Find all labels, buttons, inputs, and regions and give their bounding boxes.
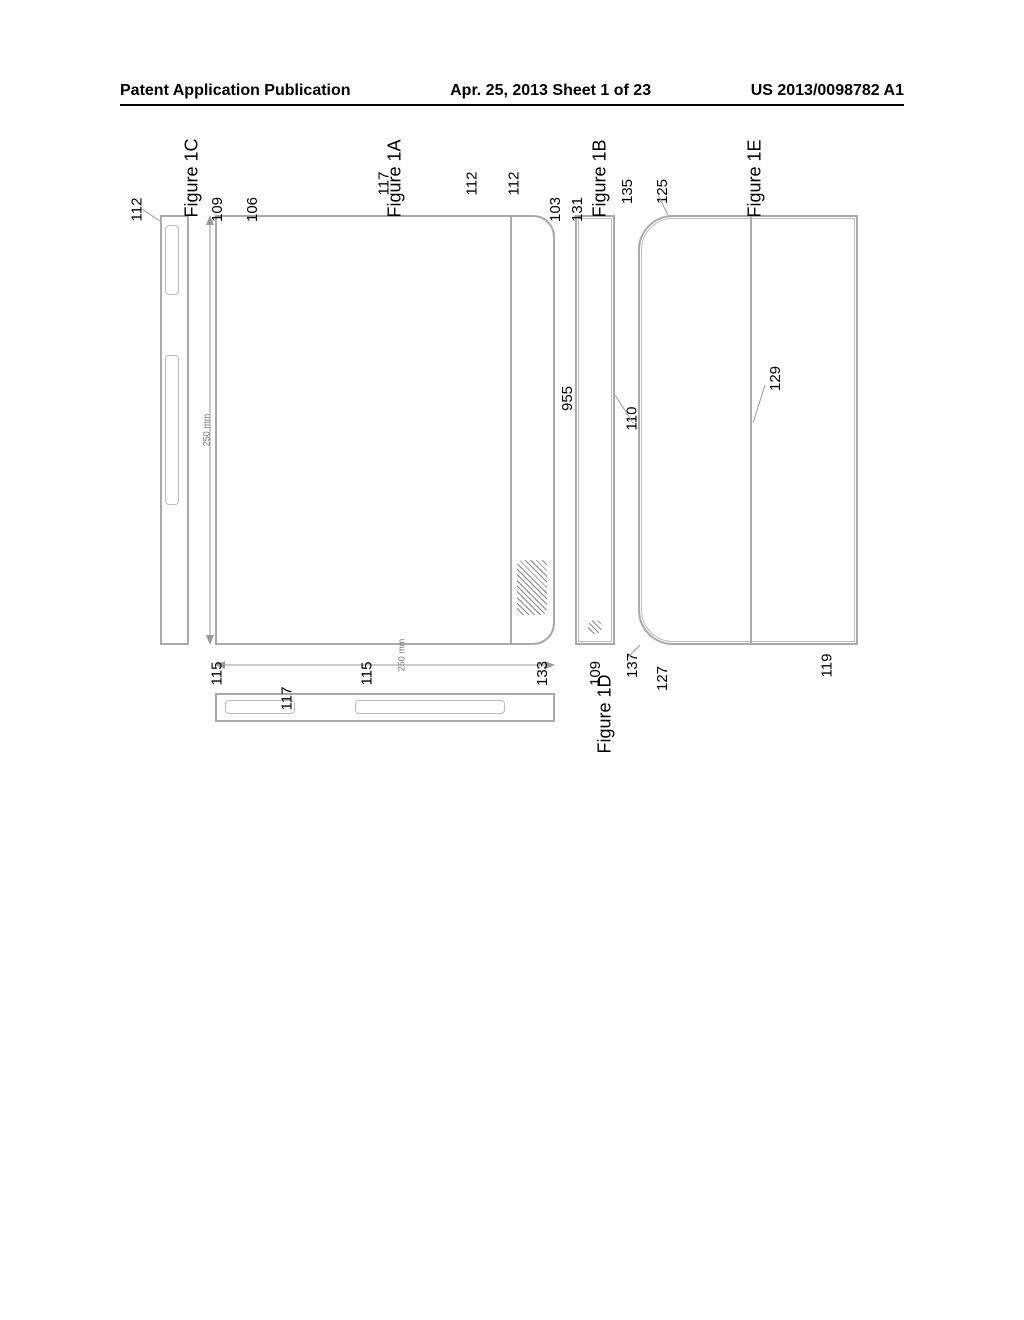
ref-117b: 117 (278, 687, 295, 711)
ref-955: 955 (559, 386, 576, 411)
ref-109: 109 (209, 197, 226, 222)
ref-103: 103 (547, 197, 564, 222)
figure-area: Figure 1C Figure 1A Figure 1B Figure 1E … (160, 195, 860, 1155)
ref-106: 106 (244, 197, 261, 222)
ref-131: 131 (569, 197, 586, 222)
dim-v: 250 mm (201, 414, 211, 447)
fig1b-inner (578, 218, 612, 642)
ref-115b: 115 (358, 662, 375, 686)
dim-h: 250 mm (396, 639, 406, 672)
ref-112b: 112 (463, 172, 480, 196)
ref-119: 119 (818, 654, 835, 678)
leader-112 (142, 209, 162, 223)
fig1b-dot (588, 620, 602, 634)
fig1a-grip (517, 560, 547, 615)
ref-112c: 112 (505, 172, 522, 196)
leader-129 (753, 385, 767, 425)
fig1b-label: Figure 1B (590, 118, 611, 218)
ref-135: 135 (619, 179, 636, 204)
ref-129: 129 (767, 366, 784, 391)
fig1e-label: Figure 1E (745, 118, 766, 218)
header-right: US 2013/0098782 A1 (751, 82, 904, 100)
fig1a-dim-h (215, 655, 555, 675)
fig1a-body (215, 215, 555, 645)
header-center: Apr. 25, 2013 Sheet 1 of 23 (450, 82, 651, 100)
fig1c-label: Figure 1C (182, 118, 203, 218)
ref-109b: 109 (587, 661, 604, 686)
leader-110 (615, 395, 635, 425)
ref-115: 115 (208, 662, 225, 686)
header-left: Patent Application Publication (120, 82, 351, 100)
leader-137 (628, 643, 642, 657)
ref-117: 117 (375, 172, 392, 196)
ref-127: 127 (654, 666, 671, 691)
fig1e-divider (750, 215, 752, 645)
leader-125 (658, 195, 672, 217)
fig1a-label: Figure 1A (385, 118, 406, 218)
ref-133: 133 (534, 661, 551, 686)
fig1e-inner (641, 218, 855, 642)
page-header: Patent Application Publication Apr. 25, … (120, 82, 904, 106)
page: Patent Application Publication Apr. 25, … (0, 0, 1024, 1320)
fig1c-inner-top (165, 225, 179, 295)
fig1d-inner-2 (355, 700, 505, 714)
fig1c-inner-mid (165, 355, 179, 505)
